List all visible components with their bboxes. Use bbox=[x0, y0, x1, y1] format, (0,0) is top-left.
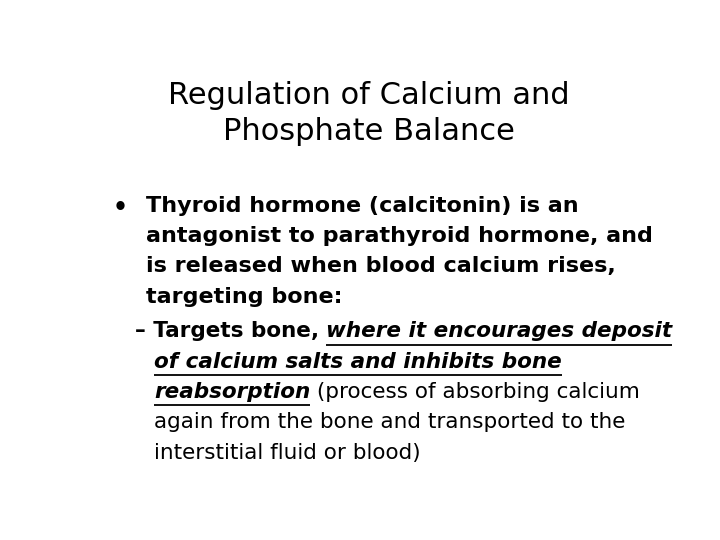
Text: (process of absorbing calcium: (process of absorbing calcium bbox=[310, 382, 640, 402]
Text: interstitial fluid or blood): interstitial fluid or blood) bbox=[154, 443, 420, 463]
Text: Regulation of Calcium and
Phosphate Balance: Regulation of Calcium and Phosphate Bala… bbox=[168, 82, 570, 146]
Text: is released when blood calcium rises,: is released when blood calcium rises, bbox=[145, 256, 616, 276]
Text: •: • bbox=[112, 196, 127, 220]
Text: – Targets bone,: – Targets bone, bbox=[135, 321, 326, 341]
Text: again from the bone and transported to the: again from the bone and transported to t… bbox=[154, 413, 626, 433]
Text: targeting bone:: targeting bone: bbox=[145, 287, 342, 307]
Text: where it encourages deposit: where it encourages deposit bbox=[326, 321, 672, 341]
Text: Thyroid hormone (calcitonin) is an: Thyroid hormone (calcitonin) is an bbox=[145, 196, 578, 216]
Text: antagonist to parathyroid hormone, and: antagonist to parathyroid hormone, and bbox=[145, 226, 652, 246]
Text: of calcium salts and inhibits bone: of calcium salts and inhibits bone bbox=[154, 352, 562, 372]
Text: reabsorption: reabsorption bbox=[154, 382, 310, 402]
